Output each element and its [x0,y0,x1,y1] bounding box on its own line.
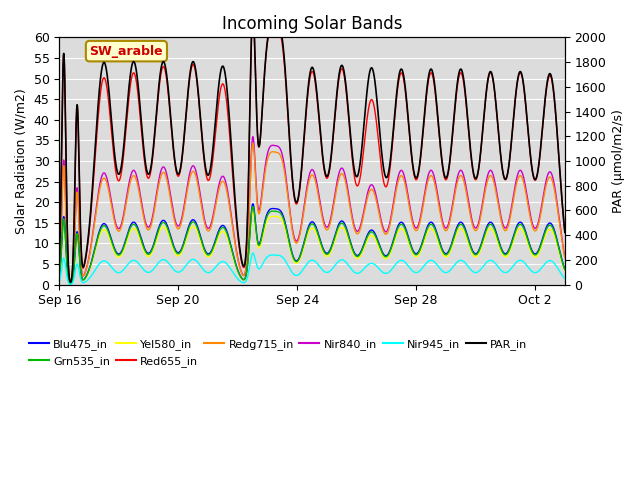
Legend: Blu475_in, Grn535_in, Yel580_in, Red655_in, Redg715_in, Nir840_in, Nir945_in, PA: Blu475_in, Grn535_in, Yel580_in, Red655_… [24,335,532,371]
Text: SW_arable: SW_arable [90,45,163,58]
Title: Incoming Solar Bands: Incoming Solar Bands [222,15,403,33]
Y-axis label: PAR (μmol/m2/s): PAR (μmol/m2/s) [612,109,625,213]
Y-axis label: Solar Radiation (W/m2): Solar Radiation (W/m2) [15,88,28,234]
